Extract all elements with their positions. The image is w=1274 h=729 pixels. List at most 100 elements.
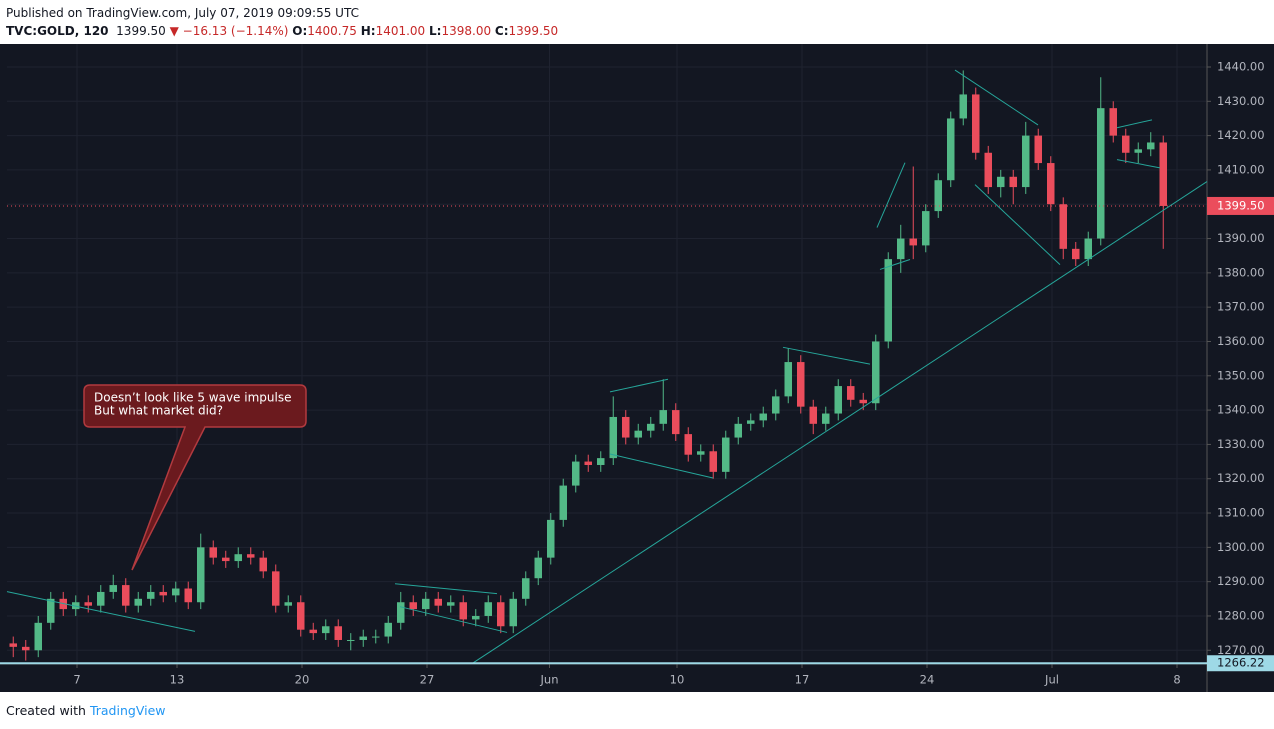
trend-line — [394, 583, 498, 595]
x-tick-label: Jun — [540, 673, 559, 687]
candle-body — [522, 578, 530, 599]
trend-line — [954, 69, 1039, 126]
candle-body — [247, 554, 255, 558]
candle-body — [259, 557, 267, 572]
candle-body — [709, 451, 717, 472]
trend-line — [6, 591, 196, 632]
trend-line — [876, 162, 906, 228]
y-tick-label: 1420.00 — [1217, 128, 1265, 142]
candle-body — [672, 410, 680, 435]
candle-body — [197, 547, 205, 603]
candle-body — [559, 485, 567, 520]
candle-body — [222, 557, 230, 562]
candle-body — [497, 602, 505, 627]
candle-body — [797, 362, 805, 407]
candle-body — [1097, 108, 1105, 239]
candle-body — [1159, 142, 1167, 206]
candle-body — [622, 416, 630, 438]
candle-body — [1047, 163, 1055, 205]
candle-body — [147, 591, 155, 599]
y-tick-label: 1430.00 — [1217, 94, 1265, 108]
created-with: Created with — [6, 703, 86, 718]
candle-body — [1034, 135, 1042, 164]
candle-body — [909, 238, 917, 246]
trend-line — [974, 184, 1061, 265]
candle-body — [834, 386, 842, 414]
l-value: 1398.00 — [441, 24, 492, 38]
candle-body — [322, 626, 330, 634]
y-tick-label: 1340.00 — [1217, 403, 1265, 417]
trend-line — [399, 606, 508, 633]
candle-body — [972, 94, 980, 153]
y-tick-label: 1270.00 — [1217, 643, 1265, 657]
x-tick-label: 13 — [170, 673, 185, 687]
y-tick-label: 1300.00 — [1217, 540, 1265, 554]
trend-line — [1116, 159, 1161, 169]
h-value: 1401.00 — [375, 24, 426, 38]
candle-body — [847, 386, 855, 400]
candle-body — [947, 118, 955, 181]
x-tick-label: 27 — [420, 673, 435, 687]
callout-text: But what market did? — [94, 404, 223, 418]
candle-body — [584, 461, 592, 465]
trend-line — [609, 378, 669, 393]
candle-body — [34, 622, 42, 651]
candle-body — [534, 557, 542, 579]
price: 1399.50 — [116, 24, 166, 38]
candle-body — [122, 585, 130, 606]
x-tick-label: Jul — [1044, 673, 1059, 687]
trend-line — [879, 258, 911, 270]
x-tick-label: 24 — [920, 673, 935, 687]
candle-body — [772, 396, 780, 414]
candle-body — [359, 636, 367, 640]
candle-body — [309, 629, 317, 634]
symbol: TVC:GOLD, 120 — [6, 24, 109, 38]
published: Published on TradingView.com, July 07, 2… — [6, 6, 359, 20]
candle-body — [997, 176, 1005, 188]
candle-body — [447, 602, 455, 606]
hline-label: 1266.22 — [1217, 656, 1265, 670]
callout-bubble — [83, 384, 307, 571]
candle-body — [1072, 248, 1080, 260]
y-tick-label: 1370.00 — [1217, 300, 1265, 314]
candle-body — [84, 602, 92, 606]
candle-body — [747, 420, 755, 424]
candle-body — [609, 416, 617, 459]
y-tick-label: 1280.00 — [1217, 608, 1265, 622]
candle-body — [272, 571, 280, 606]
y-tick-label: 1320.00 — [1217, 471, 1265, 485]
candle-body — [234, 554, 242, 562]
brand: TradingView — [89, 703, 166, 718]
y-tick-label: 1350.00 — [1217, 368, 1265, 382]
y-tick-label: 1390.00 — [1217, 231, 1265, 245]
change: ▼ −16.13 (−1.14%) — [169, 24, 289, 38]
header: Published on TradingView.com, July 07, 2… — [6, 4, 558, 40]
candle-body — [184, 588, 192, 603]
candle-body — [434, 598, 442, 606]
l-label: L: — [429, 24, 442, 38]
candle-body — [1009, 176, 1017, 188]
y-tick-label: 1310.00 — [1217, 506, 1265, 520]
candle-body — [1059, 204, 1067, 249]
candle-body — [634, 430, 642, 438]
x-tick-label: 10 — [670, 673, 685, 687]
candle-body — [884, 259, 892, 342]
candle-body — [384, 622, 392, 637]
footer: Created with TradingView — [6, 703, 165, 718]
o-value: 1400.75 — [307, 24, 357, 38]
y-tick-label: 1410.00 — [1217, 162, 1265, 176]
candle-body — [572, 461, 580, 486]
candle-body — [172, 588, 180, 596]
candle-body — [1147, 142, 1155, 150]
candle-body — [1134, 149, 1142, 153]
trend-line — [782, 346, 871, 365]
candle-body — [784, 362, 792, 397]
trend-line — [1116, 119, 1153, 129]
candle-body — [209, 547, 217, 558]
x-tick-label: 17 — [795, 673, 810, 687]
y-tick-label: 1440.00 — [1217, 59, 1265, 73]
candle-body — [9, 643, 17, 647]
candle-body — [1109, 108, 1117, 136]
candle-body — [509, 598, 517, 627]
